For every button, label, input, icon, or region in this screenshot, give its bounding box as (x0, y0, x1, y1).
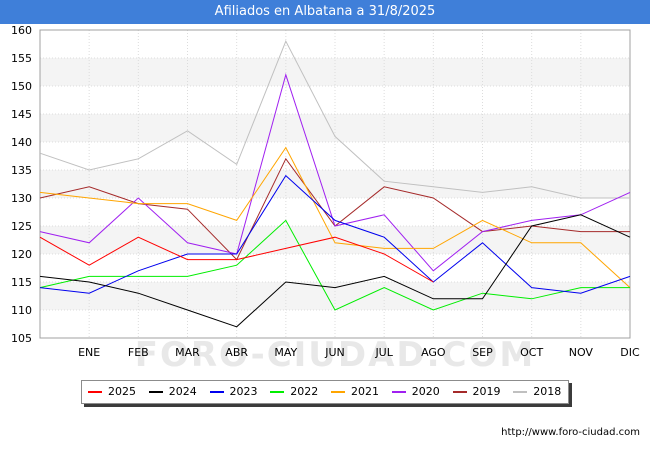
chart-title: Afiliados en Albatana a 31/8/2025 (0, 0, 650, 24)
legend-item-2024: 2024 (148, 381, 210, 403)
legend-swatch (513, 391, 528, 393)
x-tick-label: MAR (175, 346, 200, 359)
legend-label: 2021 (351, 385, 379, 398)
x-tick-label: ENE (78, 346, 100, 359)
y-tick-label: 145 (11, 108, 32, 121)
watermark: FORO-CIUDAD.COM (135, 335, 536, 375)
series-line-2021 (39, 146, 631, 288)
y-tick-label: 110 (11, 304, 32, 317)
legend-swatch (209, 391, 224, 393)
x-tick-label: JUL (374, 346, 393, 359)
legend-label: 2018 (533, 385, 562, 398)
y-tick-label: 140 (11, 136, 32, 149)
series-line-2018 (39, 39, 630, 199)
plot-band (40, 198, 630, 226)
y-tick-label: 115 (11, 276, 32, 289)
y-tick-label: 125 (11, 220, 32, 233)
legend-item-2025: 2025 (88, 381, 149, 403)
legend-swatch (331, 391, 345, 393)
legend-item-2018: 2018 (513, 381, 574, 403)
x-tick-label: MAY (274, 346, 297, 359)
plot-band (40, 114, 630, 142)
legend-label: 2022 (290, 385, 319, 398)
legend-swatch (148, 391, 163, 393)
x-tick-label: ABR (225, 346, 248, 359)
y-tick-label: 130 (11, 192, 32, 205)
legend-swatch (391, 391, 406, 393)
series-line-2025 (39, 236, 434, 283)
y-axis-tick-labels: 105 110 115 120 125 130 135 140 145 150 155 160 (11, 24, 32, 345)
legend-swatch (270, 391, 285, 393)
legend-item-2020: 2020 (391, 381, 453, 403)
legend-item-2021: 2021 (331, 381, 392, 403)
x-axis-tick-labels: ENE FEB MAR ABR MAY JUN JUL AGO SEP OCT NOV DIC (78, 346, 640, 359)
legend-label: 2024 (168, 385, 197, 398)
legend-swatch (88, 391, 102, 393)
source-credit: http://www.foro-ciudad.com (501, 427, 640, 438)
series-line-2023 (39, 174, 631, 294)
series-line-2020 (39, 73, 631, 272)
y-tick-label: 105 (11, 332, 32, 345)
plot-band (40, 282, 630, 310)
y-tick-label: 160 (11, 24, 32, 37)
legend-label: 2020 (411, 385, 440, 398)
legend-item-2019: 2019 (452, 381, 514, 403)
y-tick-label: 120 (11, 248, 32, 261)
x-tick-label: JUN (324, 346, 345, 359)
series-line-2022 (39, 219, 630, 311)
y-tick-label: 135 (11, 164, 32, 177)
legend-label: 2023 (229, 385, 258, 398)
x-tick-label: AGO (421, 346, 446, 359)
plot-band (40, 30, 630, 58)
x-tick-label: OCT (520, 346, 543, 359)
x-tick-label: FEB (128, 346, 149, 359)
x-tick-label: NOV (569, 346, 594, 359)
y-tick-label: 155 (11, 52, 32, 65)
legend-swatch (452, 391, 467, 393)
legend-item-2023: 2023 (209, 381, 271, 403)
series-line-2024 (39, 214, 631, 328)
series-lines (39, 39, 631, 328)
legend-label: 2019 (472, 385, 501, 398)
legend-label: 2025 (108, 385, 136, 398)
legend: 2025 2024 2023 2022 2021 2020 2019 2018 (81, 380, 569, 404)
legend-item-2022: 2022 (270, 381, 331, 403)
plot-frame (39, 29, 631, 339)
y-tick-label: 150 (11, 80, 32, 93)
x-tick-label: DIC (620, 346, 640, 359)
x-tick-label: SEP (472, 346, 493, 359)
